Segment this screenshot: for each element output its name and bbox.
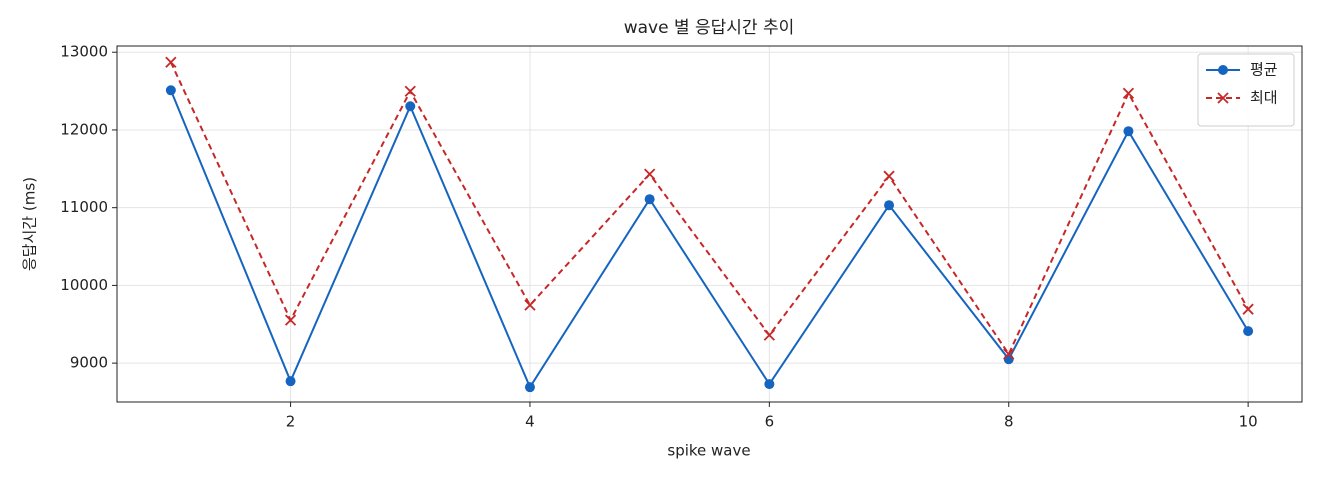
y-axis-label: 응답시간 (ms) [21,177,39,271]
y-tick-label: 13000 [60,43,108,61]
chart-title: wave 별 응답시간 추이 [624,18,795,38]
plot [165,56,1254,393]
marker [405,101,416,112]
y-tick-label: 11000 [60,198,108,216]
x-tick-label: 4 [525,413,535,431]
grid [117,46,1302,402]
x-tick-label: 6 [765,413,775,431]
legend-box [1197,53,1295,127]
marker [884,200,895,211]
y-tick-label: 12000 [60,120,108,138]
y-tick-label: 9000 [70,354,108,372]
marker [1242,303,1254,315]
marker [644,194,655,205]
marker [763,329,775,341]
marker [1003,354,1014,365]
marker [524,299,536,311]
marker [1003,348,1015,360]
legend-marker [1217,92,1229,104]
marker [524,382,535,393]
x-tick-label: 2 [286,413,296,431]
marker [1123,126,1134,137]
marker [764,379,775,390]
legend-label: 최대 [1250,89,1278,107]
line [169,89,1249,390]
y-tick-label: 10000 [60,276,108,294]
x-tick-label: 10 [1239,413,1258,431]
line [169,61,1250,357]
legend-label: 평균 [1250,61,1278,79]
marker [1243,326,1254,337]
marker [404,85,416,97]
marker [284,314,297,326]
marker [883,170,895,182]
marker [1122,87,1135,99]
plot-frame [116,45,1303,403]
marker [285,376,296,387]
marker [165,56,177,68]
marker [165,85,176,96]
marker [644,168,656,180]
x-axis-label: spike wave [667,442,750,460]
legend-marker [1218,65,1228,75]
x-tick-label: 8 [1004,413,1014,431]
